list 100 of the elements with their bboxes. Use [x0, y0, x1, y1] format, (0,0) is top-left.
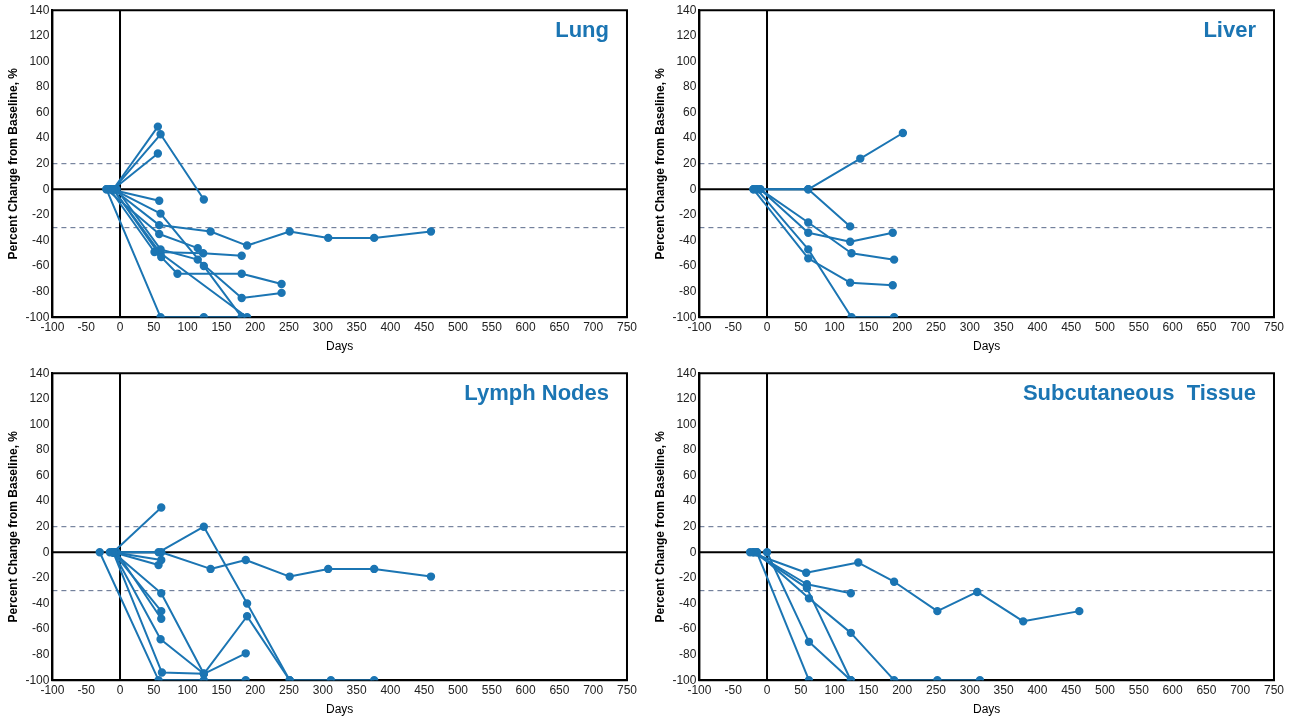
x-tick-label: 0: [116, 319, 124, 334]
y-tick-label: 0: [689, 181, 697, 196]
x-tick-label: 550: [481, 319, 503, 334]
x-tick-label: 50: [794, 682, 808, 697]
y-tick-label: 80: [683, 79, 697, 94]
x-axis-title: Days: [973, 339, 1001, 354]
x-tick-label: 400: [1027, 682, 1048, 697]
y-tick-label: -60: [32, 258, 50, 273]
x-tick-label: 100: [177, 682, 198, 697]
y-axis-title: Percent Change from Baseline, %: [5, 67, 20, 260]
x-tick-label: 600: [515, 682, 536, 697]
y-tick-label: 40: [36, 130, 50, 145]
y-tick-label: 140: [676, 2, 697, 17]
chart-title: Liver: [1203, 17, 1257, 43]
y-tick-label: -40: [679, 232, 697, 247]
x-tick-label: 300: [312, 319, 334, 334]
x-tick-label: 650: [1196, 319, 1217, 334]
x-tick-label: 450: [414, 319, 435, 334]
x-tick-label: 0: [763, 682, 771, 697]
x-tick-label: 0: [763, 319, 771, 334]
y-tick-label: 40: [683, 130, 697, 145]
x-tick-label: 750: [1263, 319, 1285, 334]
y-tick-label: 140: [676, 365, 697, 380]
x-tick-label: 150: [211, 682, 232, 697]
y-axis-title: Percent Change from Baseline, %: [5, 430, 20, 623]
x-tick-label: 50: [147, 682, 161, 697]
chart-title: Lung: [555, 17, 609, 43]
x-tick-label: 650: [549, 682, 570, 697]
y-axis-title: Percent Change from Baseline, %: [652, 67, 667, 260]
y-tick-label: -20: [32, 207, 50, 222]
y-tick-label: 40: [683, 493, 697, 508]
x-tick-label: 700: [583, 319, 604, 334]
x-tick-label: 500: [447, 319, 469, 334]
x-tick-label: 650: [1196, 682, 1217, 697]
y-tick-label: 80: [683, 442, 697, 457]
y-tick-label: 80: [36, 79, 50, 94]
y-tick-label: 80: [36, 442, 50, 457]
x-tick-label: 700: [1230, 319, 1251, 334]
x-tick-label: 350: [993, 682, 1014, 697]
y-tick-label: 0: [689, 544, 697, 559]
x-tick-label: 300: [312, 682, 334, 697]
x-tick-label: 700: [583, 682, 604, 697]
y-tick-label: -20: [679, 570, 697, 585]
x-tick-label: 100: [824, 319, 845, 334]
y-tick-label: -20: [32, 570, 50, 585]
x-tick-label: -50: [724, 682, 743, 697]
y-tick-label: 20: [683, 156, 697, 171]
x-tick-label: 350: [346, 319, 367, 334]
y-tick-label: 60: [36, 467, 50, 482]
y-tick-label: 140: [29, 2, 50, 17]
x-tick-label: 450: [1061, 319, 1082, 334]
x-tick-label: -50: [724, 319, 743, 334]
x-tick-label: 350: [346, 682, 367, 697]
x-tick-label: 250: [278, 319, 300, 334]
x-tick-label: 150: [858, 682, 879, 697]
x-tick-label: 300: [959, 682, 981, 697]
x-tick-label: 700: [1230, 682, 1251, 697]
y-tick-label: 60: [36, 104, 50, 119]
x-tick-label: 100: [824, 682, 845, 697]
x-tick-label: 500: [1094, 319, 1116, 334]
chart-title: Lymph Nodes: [464, 380, 609, 406]
x-tick-label: 150: [211, 319, 232, 334]
y-tick-label: 20: [36, 519, 50, 534]
x-tick-label: 250: [278, 682, 300, 697]
x-tick-label: 450: [1061, 682, 1082, 697]
y-tick-label: -40: [32, 232, 50, 247]
x-tick-label: 600: [1162, 319, 1183, 334]
y-tick-label: 120: [676, 28, 697, 43]
x-tick-label: 200: [892, 682, 913, 697]
x-tick-label: 50: [794, 319, 808, 334]
x-tick-label: 550: [1128, 682, 1150, 697]
x-tick-label: 500: [447, 682, 469, 697]
y-tick-label: 60: [683, 467, 697, 482]
x-axis-title: Days: [326, 339, 354, 354]
x-tick-label: 200: [892, 319, 913, 334]
x-tick-label: 550: [1128, 319, 1150, 334]
x-tick-label: 500: [1094, 682, 1116, 697]
x-tick-label: 400: [1027, 319, 1048, 334]
y-tick-label: 20: [683, 519, 697, 534]
x-tick-label: 0: [116, 682, 124, 697]
x-tick-label: -50: [77, 682, 96, 697]
x-tick-label: 400: [380, 319, 401, 334]
x-tick-label: 250: [925, 682, 947, 697]
y-tick-label: 0: [42, 181, 50, 196]
y-tick-label: -60: [679, 621, 697, 636]
x-axis-title: Days: [326, 702, 354, 717]
y-tick-label: 100: [29, 416, 50, 431]
x-tick-label: 300: [959, 319, 981, 334]
y-tick-label: -20: [679, 207, 697, 222]
y-tick-label: 20: [36, 156, 50, 171]
y-tick-label: -40: [679, 595, 697, 610]
y-tick-label: 40: [36, 493, 50, 508]
y-tick-label: -40: [32, 595, 50, 610]
y-tick-label: 60: [683, 104, 697, 119]
y-tick-label: 120: [29, 28, 50, 43]
x-tick-label: 100: [177, 319, 198, 334]
y-tick-label: -80: [32, 283, 50, 298]
x-tick-label: 600: [1162, 682, 1183, 697]
x-tick-label: 750: [616, 319, 638, 334]
y-tick-label: 100: [676, 416, 697, 431]
